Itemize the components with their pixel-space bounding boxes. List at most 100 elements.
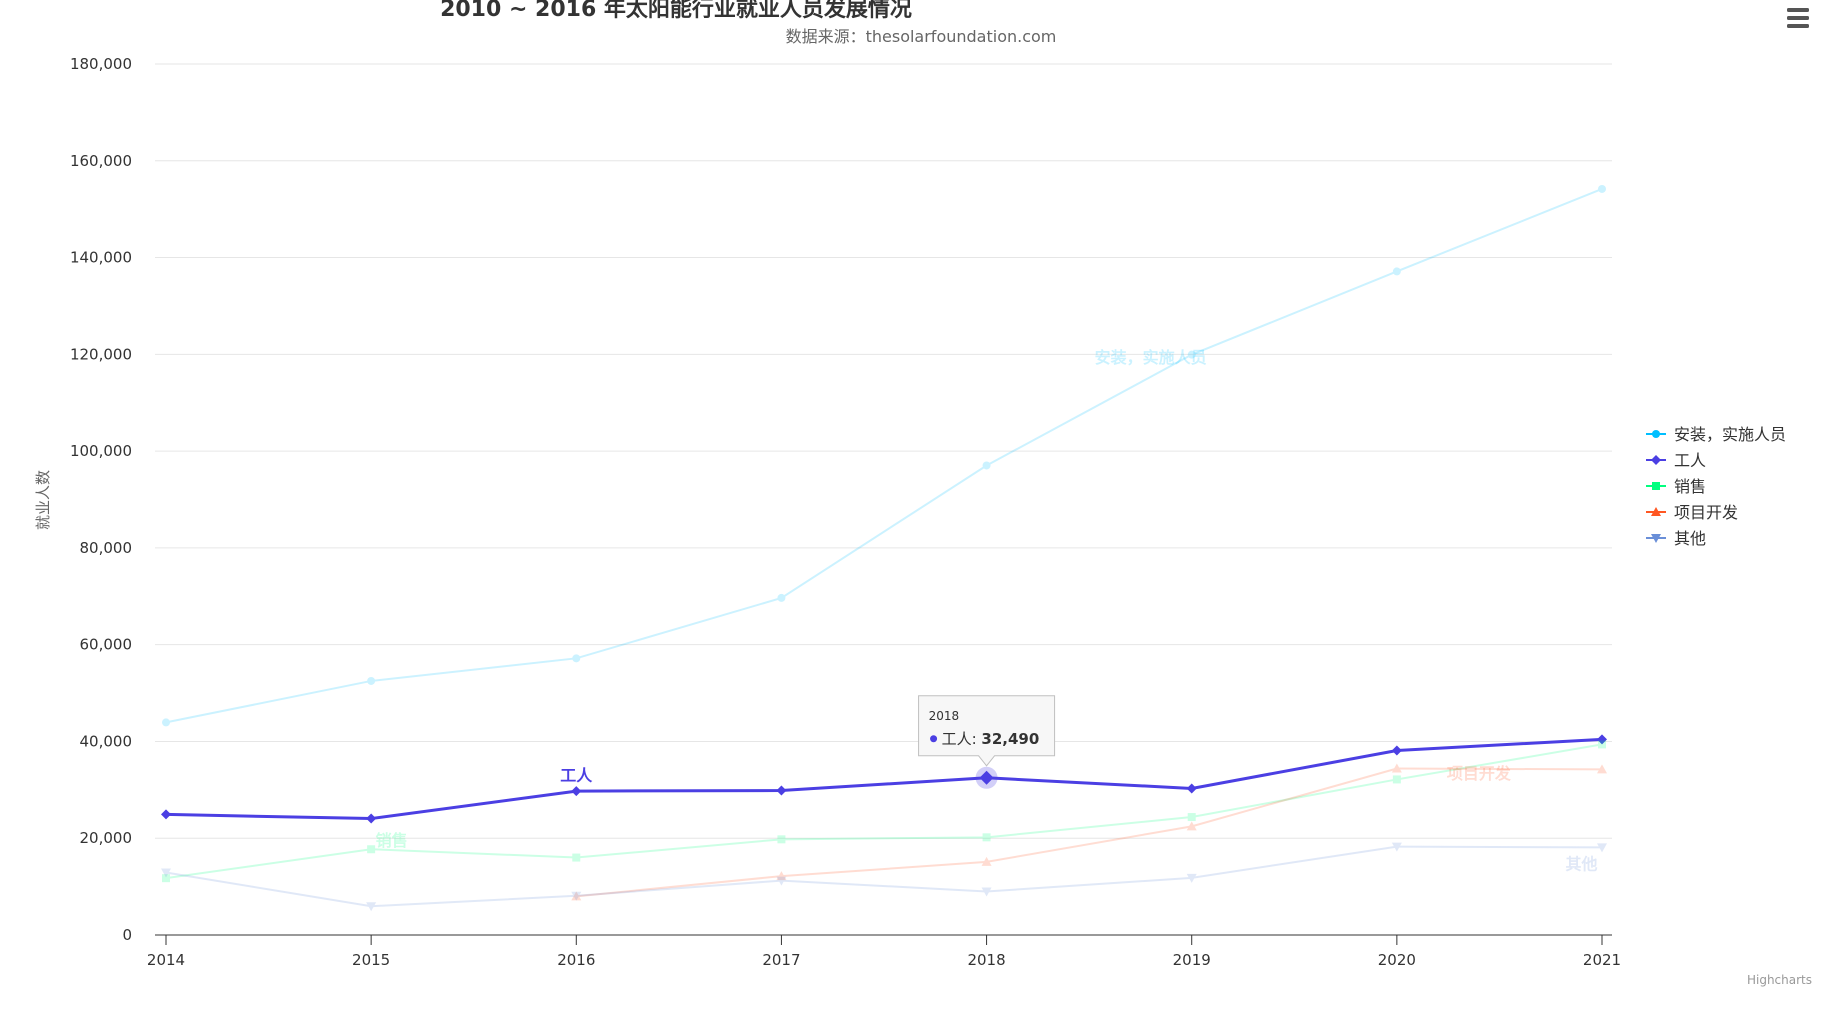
chart-subtitle: 数据来源：thesolarfoundation.com [786, 27, 1057, 46]
series-line[interactable] [165, 845, 1603, 908]
series-1 [161, 734, 1607, 824]
y-tick-label: 140,000 [70, 249, 132, 267]
chart-title: 2010 ~ 2016 年太阳能行业就业人员发展情况 [440, 0, 912, 22]
data-point[interactable] [1391, 745, 1402, 756]
series-2 [162, 740, 1606, 883]
data-point[interactable] [982, 833, 991, 842]
data-point[interactable] [572, 853, 581, 862]
y-axis-label: 就业人数 [34, 470, 52, 530]
tooltip-box [918, 695, 1056, 767]
series-label: 项目开发 [1447, 764, 1512, 783]
series-line[interactable] [165, 743, 1603, 880]
data-point[interactable] [1597, 843, 1607, 853]
legend-label: 销售 [1674, 477, 1706, 496]
data-point[interactable] [161, 809, 171, 820]
series-label: 其他 [1565, 854, 1597, 873]
data-point[interactable] [162, 718, 170, 727]
data-point[interactable] [366, 813, 377, 824]
data-point[interactable] [1186, 873, 1197, 883]
data-point[interactable] [367, 845, 376, 854]
legend-symbol [1652, 482, 1660, 490]
data-point[interactable] [161, 868, 171, 878]
y-axis-ticks: 0 20,000 40,000 60,000 80,000 100,000 120,000 1… [70, 55, 132, 944]
series-0 [162, 184, 1606, 727]
data-point[interactable] [1598, 740, 1606, 749]
data-point[interactable] [572, 654, 581, 663]
data-point[interactable] [1597, 764, 1607, 774]
data-point[interactable] [1187, 350, 1196, 359]
data-point[interactable] [1186, 821, 1197, 831]
data-point[interactable] [777, 835, 786, 844]
series-4 [161, 842, 1607, 912]
data-point[interactable] [981, 856, 992, 866]
legend-item[interactable]: 项目开发 [1646, 503, 1738, 522]
y-tick-label: 0 [122, 926, 132, 944]
data-point[interactable] [571, 786, 582, 797]
data-point[interactable] [981, 887, 992, 897]
x-tick-label: 2021 [1583, 951, 1621, 969]
data-point[interactable] [776, 876, 787, 886]
data-point[interactable] [1392, 775, 1401, 784]
legend-item[interactable]: 销售 [1646, 477, 1706, 496]
data-point[interactable] [162, 874, 170, 883]
legend-item[interactable]: 工人 [1646, 451, 1706, 470]
y-tick-label: 120,000 [70, 345, 132, 363]
legend-label: 项目开发 [1674, 503, 1738, 522]
y-tick-label: 100,000 [70, 442, 132, 460]
data-point[interactable] [1392, 267, 1401, 276]
series-label: 工人 [560, 766, 593, 785]
data-point[interactable] [367, 676, 376, 685]
tooltip-category: 2018 [929, 709, 960, 723]
legend-symbol [1651, 507, 1661, 516]
legend-symbol [1651, 534, 1661, 543]
data-point[interactable] [571, 891, 582, 901]
series-label: 销售 [376, 831, 408, 850]
x-tick-label: 2016 [557, 951, 595, 969]
tooltip: 2018 工人: 32,490 [918, 695, 1056, 789]
x-axis: 2014 2015 2016 2017 2018 2019 2020 2021 [147, 934, 1621, 969]
x-tick-label: 2015 [352, 951, 390, 969]
y-tick-label: 60,000 [80, 636, 133, 654]
series-line[interactable] [165, 737, 1603, 821]
series-3 [571, 763, 1607, 901]
tooltip-value: 工人: 32,490 [942, 730, 1040, 748]
legend-label: 工人 [1674, 451, 1706, 470]
y-tick-label: 20,000 [80, 829, 133, 847]
x-tick-label: 2017 [762, 951, 800, 969]
series-line[interactable] [576, 767, 1603, 898]
legend-symbol [1651, 455, 1661, 465]
x-tick-label: 2020 [1378, 951, 1416, 969]
y-tick-label: 80,000 [80, 539, 133, 557]
data-point[interactable] [366, 902, 377, 912]
series-group [161, 184, 1607, 912]
tooltip-dot [930, 735, 938, 743]
grid-lines [155, 63, 1612, 839]
hamburger-menu-icon[interactable] [1787, 8, 1809, 28]
y-tick-label: 180,000 [70, 55, 132, 73]
hover-point[interactable] [979, 770, 994, 785]
data-point[interactable] [1186, 783, 1197, 794]
data-point[interactable] [1597, 734, 1607, 745]
x-tick-label: 2019 [1173, 951, 1211, 969]
data-point[interactable] [1391, 763, 1402, 773]
y-tick-label: 40,000 [80, 732, 133, 750]
legend-item[interactable]: 其他 [1646, 529, 1706, 548]
data-point[interactable] [1598, 184, 1606, 193]
x-tick-label: 2014 [147, 951, 185, 969]
data-point[interactable] [776, 871, 787, 881]
data-point[interactable] [571, 891, 582, 901]
data-point[interactable] [1391, 842, 1402, 852]
data-point[interactable] [982, 461, 991, 470]
series-line[interactable] [165, 188, 1603, 724]
legend-label: 安装，实施人员 [1674, 425, 1786, 444]
tooltip-number: 32,490 [981, 730, 1039, 748]
legend-symbol [1652, 430, 1660, 438]
legend-item[interactable]: 安装，实施人员 [1646, 425, 1786, 444]
legend-label: 其他 [1674, 529, 1706, 548]
data-point[interactable] [777, 593, 786, 602]
credits: Highcharts [1747, 973, 1812, 987]
data-point[interactable] [1187, 813, 1196, 822]
data-point[interactable] [776, 785, 787, 796]
